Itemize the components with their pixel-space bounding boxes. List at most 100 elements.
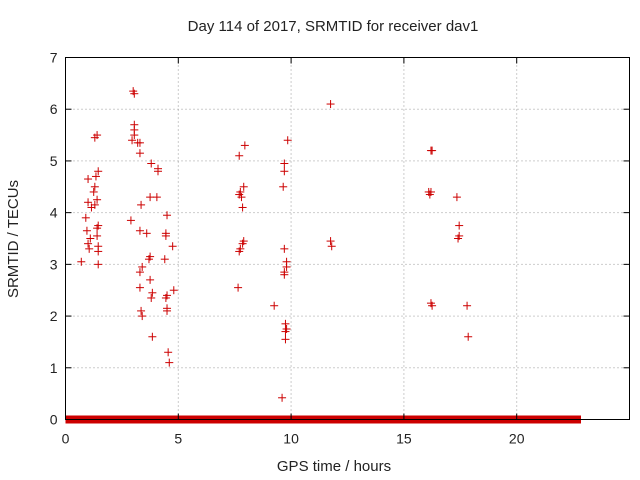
y-tick-label: 1 [50, 360, 58, 376]
data-point [82, 226, 91, 235]
data-point [281, 335, 290, 344]
data-points [65, 87, 581, 424]
data-point [93, 131, 102, 140]
data-point [280, 270, 289, 279]
y-tick-label: 2 [50, 308, 58, 324]
data-point [91, 172, 100, 181]
data-point [234, 283, 243, 292]
data-point [163, 291, 172, 300]
x-tick-label: 20 [509, 431, 525, 447]
data-point [130, 131, 139, 140]
data-point [281, 319, 290, 328]
data-point [138, 262, 147, 271]
data-point [146, 193, 155, 202]
axis-ticks: 0 5 10 15 20 0 1 2 3 4 5 6 7 [50, 50, 630, 447]
data-point [464, 332, 473, 341]
data-point [89, 187, 98, 196]
data-point [137, 200, 146, 209]
data-point [94, 260, 103, 269]
x-axis-label: GPS time / hours [277, 458, 391, 475]
data-point [84, 175, 93, 184]
data-point [84, 198, 93, 207]
data-point [237, 193, 246, 202]
data-point [278, 393, 287, 402]
data-point [327, 242, 336, 251]
data-point [94, 167, 103, 176]
data-point [455, 231, 464, 240]
y-tick-label: 6 [50, 101, 58, 117]
data-point [142, 229, 151, 238]
data-point [85, 244, 94, 253]
data-point [94, 247, 103, 256]
data-point [463, 301, 472, 310]
data-point [282, 325, 291, 333]
y-tick-label: 4 [50, 205, 58, 221]
x-tick-label: 5 [174, 431, 182, 447]
data-point [93, 195, 102, 204]
data-point [148, 332, 157, 341]
data-point [135, 226, 144, 235]
data-point [152, 193, 161, 202]
data-point [135, 283, 144, 292]
data-point [130, 89, 139, 98]
data-point [428, 146, 437, 155]
data-point [164, 348, 173, 357]
data-point [90, 200, 99, 209]
y-tick-label: 5 [50, 153, 58, 169]
data-point [326, 237, 335, 246]
data-point [283, 136, 292, 145]
chart-title: Day 114 of 2017, SRMTID for receiver dav… [188, 18, 479, 35]
data-point [280, 244, 289, 253]
data-point [137, 306, 146, 315]
data-point [235, 151, 244, 160]
data-point [84, 239, 93, 248]
data-point [279, 182, 288, 191]
data-point [86, 234, 95, 243]
data-point [455, 221, 464, 230]
data-point [94, 221, 103, 230]
data-point [239, 237, 248, 246]
data-point [239, 182, 248, 191]
grid-lines [65, 57, 630, 420]
data-point [280, 159, 289, 168]
data-point [240, 141, 249, 150]
data-point [452, 193, 461, 202]
data-point [126, 216, 135, 225]
data-point [168, 242, 177, 251]
data-point [426, 187, 435, 196]
data-point [90, 182, 99, 191]
data-point [147, 293, 156, 302]
data-point [270, 301, 279, 310]
data-point [165, 358, 174, 367]
x-tick-label: 10 [283, 431, 299, 447]
data-point [169, 286, 178, 295]
data-point [138, 312, 147, 321]
data-point [163, 211, 172, 220]
data-point [146, 275, 155, 284]
data-point [282, 262, 291, 271]
data-point [160, 255, 169, 264]
data-point [238, 203, 247, 212]
data-point [146, 252, 155, 261]
y-tick-label: 0 [50, 412, 58, 428]
data-point [130, 120, 139, 129]
data-point [163, 306, 172, 315]
data-point [236, 187, 245, 196]
data-point [148, 288, 157, 297]
data-point [128, 136, 137, 145]
data-point [135, 138, 144, 147]
data-point [153, 167, 162, 176]
x-tick-label: 0 [62, 431, 70, 447]
y-tick-label: 3 [50, 256, 58, 272]
data-point [161, 231, 170, 240]
data-point [280, 167, 289, 176]
data-point [135, 149, 144, 158]
data-point [147, 159, 156, 168]
data-point [93, 231, 102, 240]
data-point [135, 268, 144, 277]
data-point [428, 301, 437, 310]
y-tick-label: 7 [50, 50, 58, 66]
x-tick-label: 15 [396, 431, 412, 447]
data-point [77, 257, 86, 266]
